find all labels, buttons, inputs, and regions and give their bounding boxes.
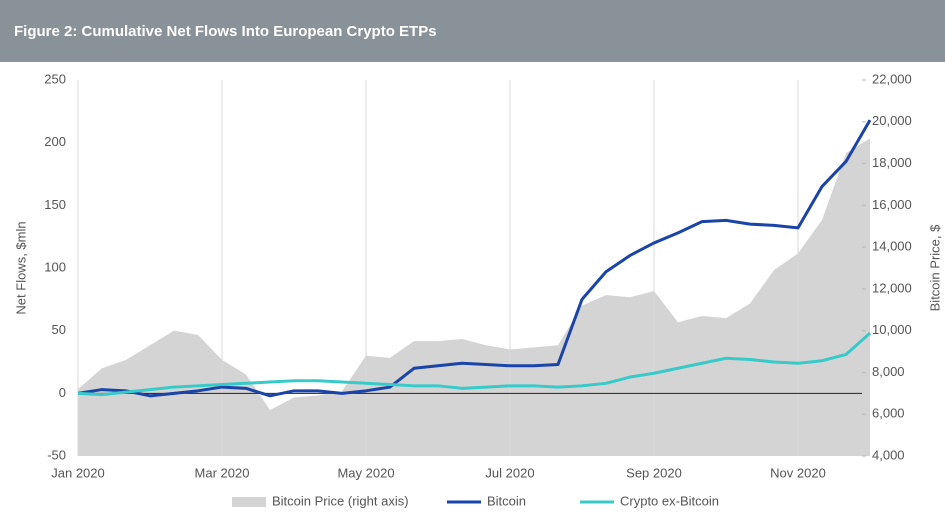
x-tick-label: Sep 2020 [626, 465, 682, 480]
y-tick-label: -50 [47, 447, 66, 462]
y-axis-label: Net Flows, $mln [13, 221, 28, 314]
header-bar [0, 0, 945, 62]
y2-tick-label: 8,000 [872, 364, 905, 379]
y2-axis-label: Bitcoin Price, $ [927, 224, 942, 311]
x-tick-label: Jan 2020 [51, 465, 105, 480]
series-line [77, 332, 871, 397]
y2-tick-label: 18,000 [872, 155, 912, 170]
y2-tick-label: 22,000 [872, 71, 912, 86]
legend-swatch [232, 497, 266, 507]
y2-tick-label: 12,000 [872, 280, 912, 295]
y2-tick-label: 16,000 [872, 197, 912, 212]
y2-tick-label: 14,000 [872, 239, 912, 254]
y2-tick-label: 4,000 [872, 447, 905, 462]
y-tick-label: 250 [44, 71, 66, 86]
x-tick-label: Jul 2020 [485, 465, 534, 480]
y-tick-label: 50 [52, 322, 66, 337]
y2-tick-label: 10,000 [872, 322, 912, 337]
price-area [78, 138, 870, 456]
y2-tick-label: 6,000 [872, 406, 905, 421]
x-tick-label: Mar 2020 [195, 465, 250, 480]
y-tick-label: 0 [59, 385, 66, 400]
chart-title: Figure 2: Cumulative Net Flows Into Euro… [14, 23, 437, 40]
y-tick-label: 100 [44, 259, 66, 274]
legend-label: Bitcoin [487, 493, 526, 508]
y-tick-label: 150 [44, 197, 66, 212]
y2-tick-label: 20,000 [872, 113, 912, 128]
x-tick-label: May 2020 [337, 465, 394, 480]
legend-label: Crypto ex-Bitcoin [620, 493, 719, 508]
y-tick-label: 200 [44, 134, 66, 149]
series-line [77, 119, 872, 398]
x-tick-label: Nov 2020 [770, 465, 826, 480]
legend-label: Bitcoin Price (right axis) [272, 493, 409, 508]
